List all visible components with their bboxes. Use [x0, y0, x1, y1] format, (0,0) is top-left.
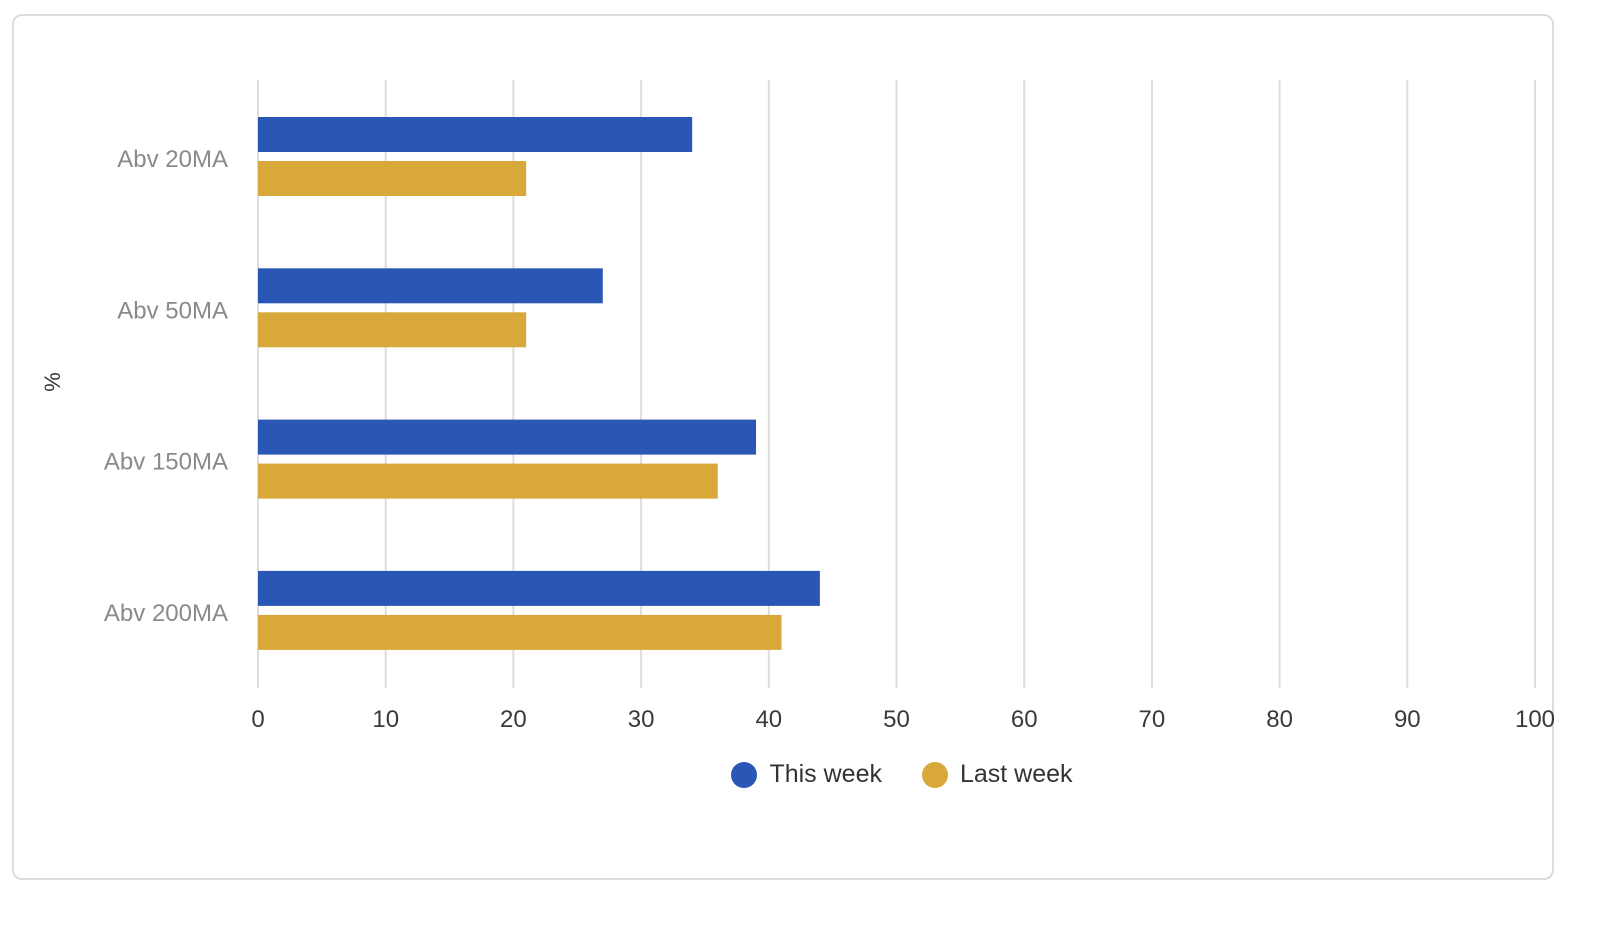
y-axis-title: %: [40, 372, 65, 392]
bar-last-week[interactable]: [258, 312, 527, 348]
bar-this-week[interactable]: [258, 570, 820, 606]
x-tick-label: 70: [1139, 706, 1166, 733]
x-tick-label: 90: [1394, 706, 1421, 733]
category-label: Abv 20MA: [117, 146, 228, 173]
bar-this-week[interactable]: [258, 268, 603, 304]
bar-this-week[interactable]: [258, 117, 693, 152]
x-tick-label: 40: [755, 706, 782, 733]
category-labels: Abv 20MA Abv 50MA Abv 150MA Abv 200MA: [104, 146, 228, 627]
x-tick-label: 0: [251, 706, 264, 733]
x-tick-label: 30: [628, 706, 655, 733]
bar-this-week[interactable]: [258, 419, 757, 455]
x-tick-label: 80: [1266, 706, 1293, 733]
category-label: Abv 150MA: [104, 449, 228, 476]
legend-item-last-week[interactable]: Last week: [921, 760, 1073, 789]
bar-last-week[interactable]: [258, 161, 527, 196]
bar-last-week[interactable]: [258, 614, 782, 650]
category-label: Abv 50MA: [117, 297, 228, 324]
legend: This week Last week: [0, 760, 1624, 789]
x-tick-label: 50: [883, 706, 910, 733]
x-tick-label: 60: [1011, 706, 1038, 733]
x-tick-label: 100: [1515, 706, 1555, 733]
bars: [258, 117, 820, 650]
x-tick-labels: 0 10 20 30 40 50 60 70 80 90 100: [251, 706, 1555, 733]
legend-label-this-week: This week: [769, 760, 882, 788]
legend-marker-this-week: [731, 761, 758, 788]
legend-label-last-week: Last week: [959, 760, 1073, 788]
category-label: Abv 200MA: [104, 600, 228, 627]
x-tick-label: 20: [500, 706, 527, 733]
legend-item-this-week[interactable]: This week: [731, 760, 882, 789]
bar-last-week[interactable]: [258, 463, 718, 499]
legend-marker-last-week: [921, 761, 948, 788]
x-tick-label: 10: [372, 706, 399, 733]
